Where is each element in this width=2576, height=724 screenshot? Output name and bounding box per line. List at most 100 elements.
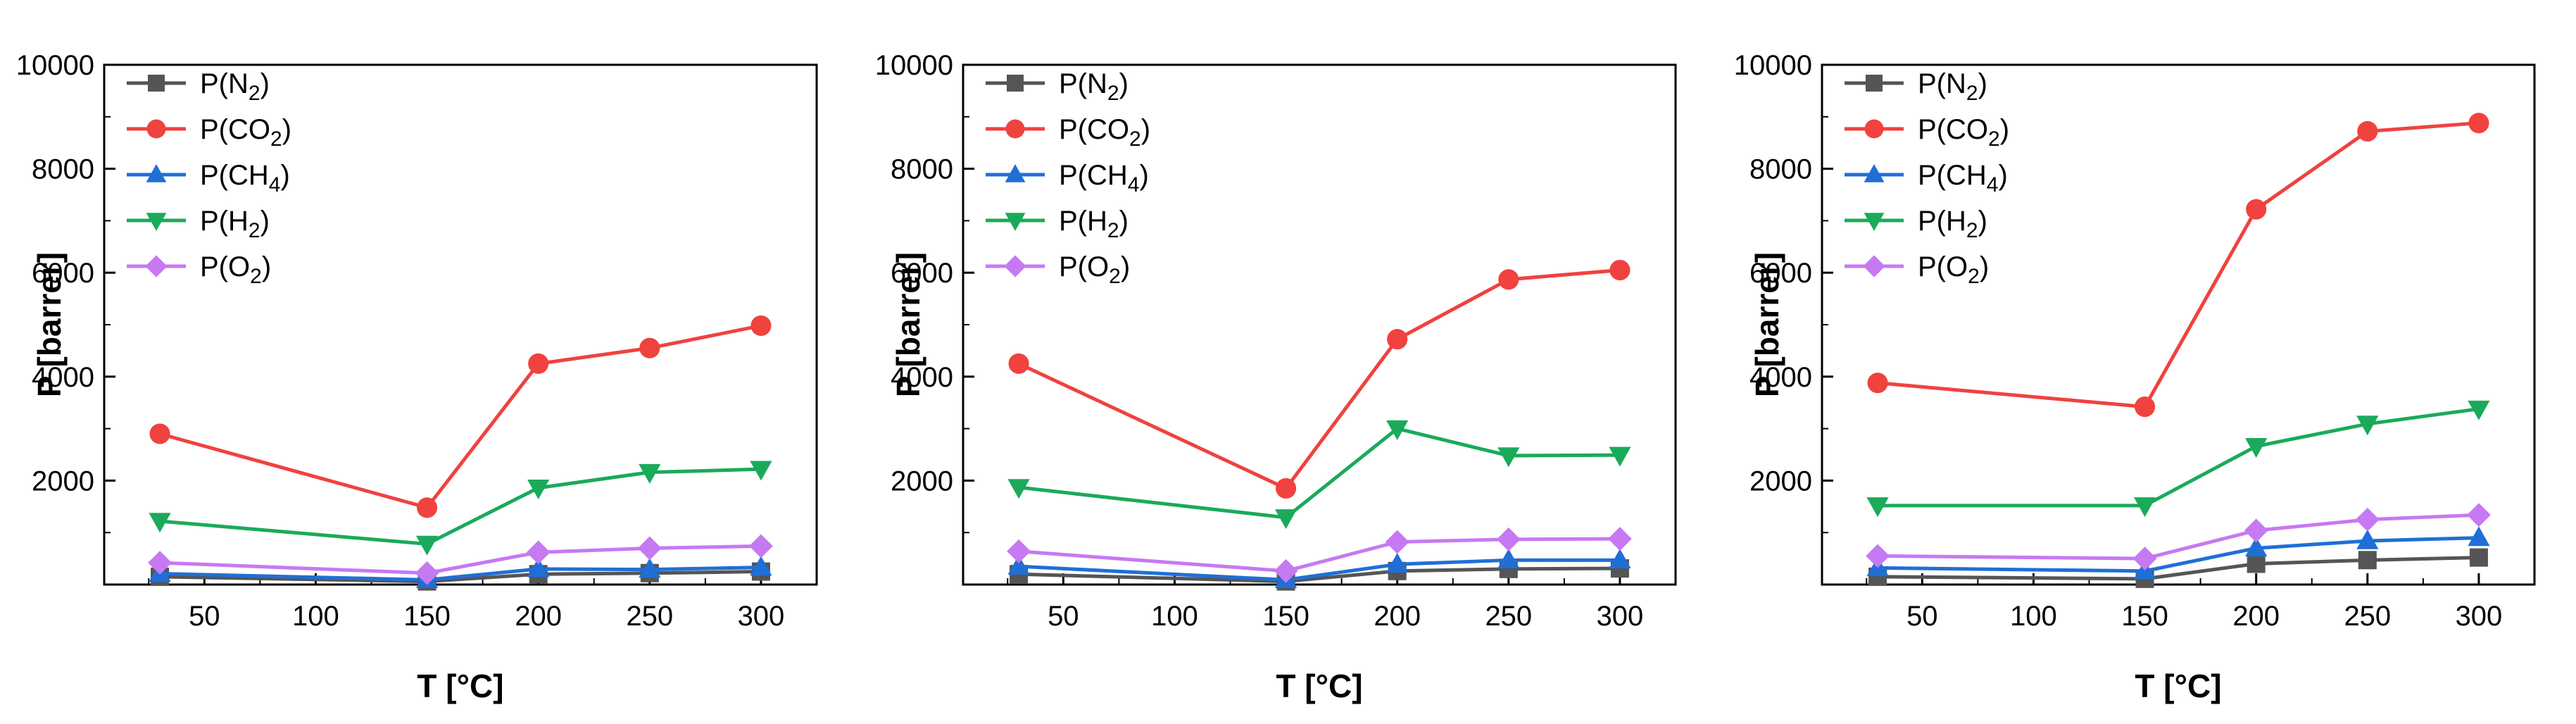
x-tick-label: 250 xyxy=(1485,601,1532,632)
legend-label-subscript: 2 xyxy=(1966,82,1978,105)
legend-item: P(H2) xyxy=(127,206,270,242)
legend-marker xyxy=(148,75,165,92)
legend-label-main: P(CO xyxy=(1059,114,1129,145)
legend-label: P(H2) xyxy=(1059,206,1129,242)
x-tick-label: 200 xyxy=(1374,601,1421,632)
series-P(O2) xyxy=(1007,527,1632,583)
series-P(O2) xyxy=(148,534,773,585)
x-tick-label: 150 xyxy=(403,601,451,632)
series-P(CO2) xyxy=(149,315,772,518)
x-tick-label: 50 xyxy=(1906,601,1938,632)
data-point-marker xyxy=(2135,397,2156,418)
legend-label-subscript: 2 xyxy=(1129,127,1141,151)
x-axis-title: T [°C] xyxy=(417,668,503,704)
legend-label-main: P(CO xyxy=(1918,114,1988,145)
y-tick-label: 4000 xyxy=(1749,362,1812,393)
legend-item: P(H2) xyxy=(1845,206,1987,242)
data-point-marker xyxy=(2469,548,2488,567)
legend-label-main: P(O xyxy=(1059,251,1109,282)
legend-marker xyxy=(1005,164,1026,182)
data-point-marker xyxy=(1497,447,1520,468)
legend-marker xyxy=(1863,255,1885,277)
data-point-marker xyxy=(1866,497,1889,518)
legend-marker xyxy=(145,255,168,277)
data-point-marker xyxy=(1007,539,1031,563)
data-point-marker xyxy=(2245,537,2268,557)
legend-label-end: ) xyxy=(1121,251,1130,282)
series-line xyxy=(1878,513,2480,561)
series-P(CO2) xyxy=(1867,113,2489,418)
x-tick-label: 300 xyxy=(738,601,785,632)
data-point-marker xyxy=(2247,554,2266,573)
series-line xyxy=(159,467,762,546)
legend-label: P(CH4) xyxy=(200,160,290,196)
x-tick-label: 300 xyxy=(2456,601,2503,632)
legend-marker xyxy=(1864,213,1885,231)
legend-label: P(N2) xyxy=(1918,68,1987,105)
legend-item: P(CH4) xyxy=(1845,160,2008,196)
legend: P(N2)P(CO2)P(CH4)P(H2)P(O2) xyxy=(986,68,1150,288)
data-point-marker xyxy=(528,353,549,374)
legend-label: P(O2) xyxy=(1059,251,1130,288)
legend-item: P(CO2) xyxy=(986,114,1150,151)
x-tick-label: 100 xyxy=(1151,601,1198,632)
legend-label-subscript: 2 xyxy=(1107,219,1119,242)
x-tick-label: 200 xyxy=(2232,601,2280,632)
y-tick-label: 10000 xyxy=(875,50,953,81)
series-P(CO2) xyxy=(1008,259,1631,499)
x-axis-title: T [°C] xyxy=(1276,668,1362,704)
data-point-marker xyxy=(639,337,660,358)
legend-label-end: ) xyxy=(1978,206,1987,237)
data-point-marker xyxy=(2468,400,2490,420)
legend-label-subscript: 2 xyxy=(1109,265,1121,288)
legend-label-end: ) xyxy=(1980,251,1989,282)
legend-item: P(N2) xyxy=(127,68,270,105)
legend-label-end: ) xyxy=(262,251,271,282)
data-point-marker xyxy=(2468,526,2490,547)
legend-label: P(CH4) xyxy=(1918,160,2008,196)
x-tick-label: 100 xyxy=(292,601,339,632)
legend-label-main: P(O xyxy=(200,251,250,282)
data-point-marker xyxy=(1007,554,1030,575)
legend-marker xyxy=(146,164,167,182)
legend-label-subscript: 2 xyxy=(1966,219,1978,242)
data-point-marker xyxy=(1276,478,1297,499)
y-tick-label: 8000 xyxy=(32,154,94,185)
y-tick-label: 6000 xyxy=(32,258,94,289)
legend-item: P(H2) xyxy=(986,206,1129,242)
series-line xyxy=(1878,536,2480,573)
legend-label-subscript: 2 xyxy=(270,127,282,151)
legend-label-main: P(CH xyxy=(1059,160,1128,191)
y-tick-label: 4000 xyxy=(891,362,953,393)
legend-item: P(CO2) xyxy=(127,114,291,151)
legend-label-end: ) xyxy=(260,206,270,237)
data-point-marker xyxy=(1866,544,1890,568)
data-point-marker xyxy=(1274,558,1298,583)
data-point-marker xyxy=(750,461,772,481)
legend-marker xyxy=(1007,75,1024,92)
data-point-marker xyxy=(2358,551,2377,570)
x-tick-label: 150 xyxy=(2121,601,2168,632)
legend-marker xyxy=(146,213,167,231)
series-line xyxy=(159,324,762,510)
x-tick-label: 200 xyxy=(515,601,562,632)
legend-label: P(CO2) xyxy=(1918,114,2009,151)
y-tick-label: 2000 xyxy=(1749,466,1812,497)
data-point-marker xyxy=(1867,373,1888,394)
legend-item: P(N2) xyxy=(986,68,1129,105)
legend-label-main: P(N xyxy=(1918,68,1966,99)
legend-item: P(CH4) xyxy=(986,160,1149,196)
chart-left: 2000 4000 6000 8000 10000 50 100 150 200 250 300 T … xyxy=(16,50,818,704)
data-point-marker xyxy=(2132,547,2157,570)
legend-label-end: ) xyxy=(2000,114,2009,145)
data-point-marker xyxy=(2246,199,2267,220)
data-point-marker xyxy=(1386,552,1409,573)
x-tick-label: 50 xyxy=(1048,601,1079,632)
data-point-marker xyxy=(749,534,773,558)
legend-label: P(N2) xyxy=(200,68,270,105)
x-axis-title: T [°C] xyxy=(2135,668,2221,704)
legend-label-end: ) xyxy=(260,68,270,99)
legend-label-subscript: 2 xyxy=(249,219,260,242)
data-point-marker xyxy=(1386,420,1409,440)
legend: P(N2)P(CO2)P(CH4)P(H2)P(O2) xyxy=(1845,68,2009,288)
